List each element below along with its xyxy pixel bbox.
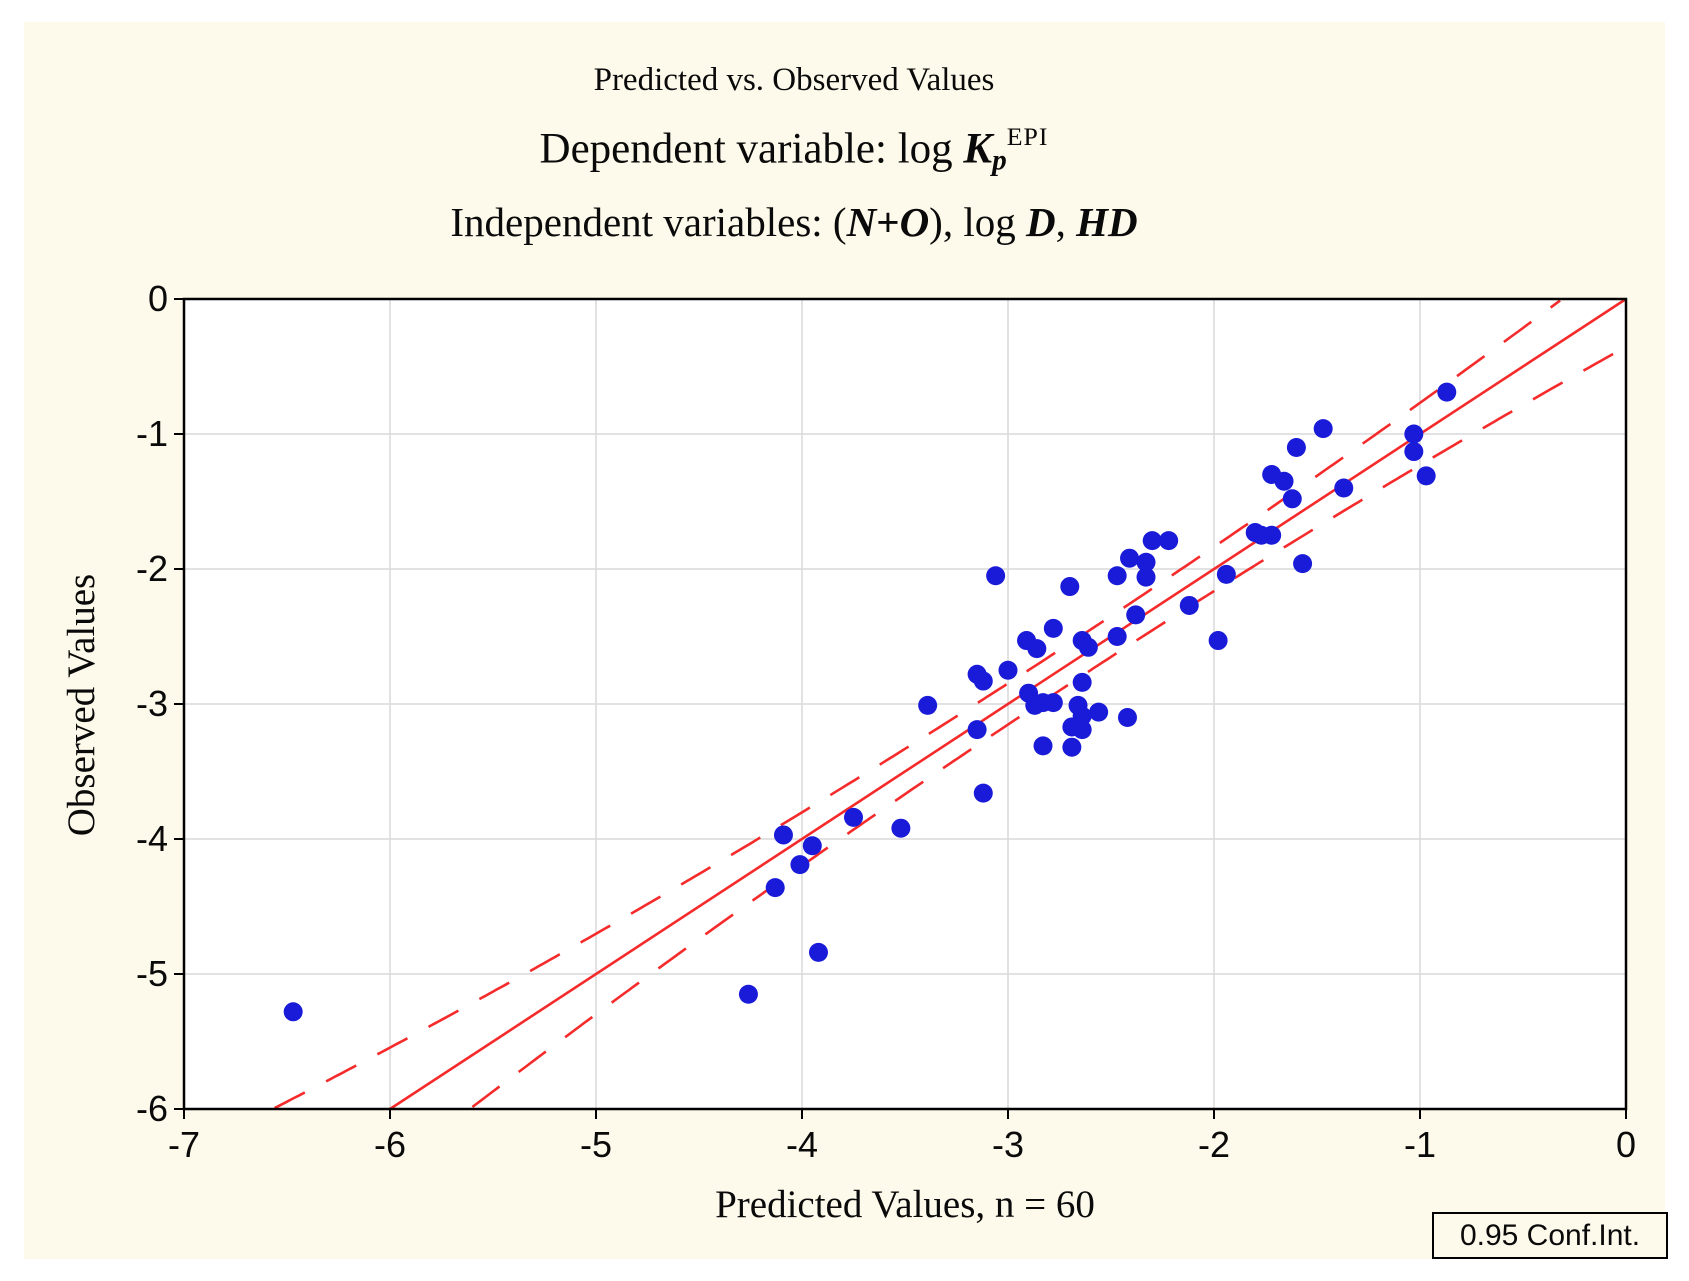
data-point [1216,564,1236,584]
title-segment: K [963,125,993,173]
title-segment: ), log [929,199,1026,245]
data-point [891,818,911,838]
y-tick-label: -6 [136,1088,168,1129]
title-segment: D [1025,199,1056,245]
data-point [1437,382,1457,402]
data-point [1089,702,1109,722]
y-tick-label: -3 [136,683,168,724]
data-point [1126,605,1146,625]
data-point [1404,442,1424,462]
data-point [1078,637,1098,657]
data-point [1072,672,1092,692]
data-point [802,836,822,856]
data-point [1274,471,1294,491]
x-tick-label: -3 [992,1124,1024,1165]
title-segment: N [846,199,877,245]
data-point [1136,552,1156,572]
x-tick-label: -4 [786,1124,818,1165]
x-tick-label: -1 [1404,1124,1436,1165]
data-point [998,660,1018,680]
chart-subtitle-dependent-variable: Dependent variable: log KpEPI [24,122,1564,178]
x-axis-title: Predicted Values, n = 60 [715,1183,1095,1226]
x-tick-label: 0 [1616,1124,1636,1165]
title-segment: EPI [1006,122,1049,151]
data-point [808,942,828,962]
x-tick-label: -5 [580,1124,612,1165]
data-point [1072,706,1092,726]
data-point [1107,566,1127,586]
data-point [1179,595,1199,615]
data-point [1136,567,1156,587]
scatter-plot-area: -7 -6 -5 -4 -3 -2 -1 00-1-2-3-4-5-6 [136,278,1636,1165]
data-point [986,566,1006,586]
data-point [973,783,993,803]
data-point [765,878,785,898]
y-axis-title: Observed Values [60,573,103,837]
data-point [1072,720,1092,740]
data-point [1208,631,1228,651]
data-point [967,720,987,740]
data-point [844,807,863,827]
data-point [1313,419,1333,439]
x-tick-label: -7 [168,1124,200,1165]
data-point [1107,627,1127,646]
data-point [1282,489,1302,509]
data-point [283,1002,303,1022]
y-tick-label: -1 [136,413,168,454]
data-point [1120,548,1140,568]
data-point [1027,639,1047,659]
title-segment: HD [1076,199,1138,245]
confidence-interval-legend-label: 0.95 Conf.Int. [1459,1218,1641,1252]
data-point [1416,466,1436,486]
data-point [1142,531,1162,551]
data-point [738,984,758,1004]
x-tick-label: -6 [374,1124,406,1165]
data-point [918,695,938,715]
y-tick-label: -5 [136,953,168,994]
data-point [1033,736,1053,756]
data-point [1262,525,1282,545]
data-point [1404,424,1424,444]
title-segment: p [992,144,1007,177]
data-point [773,825,793,845]
data-point [790,855,810,875]
title-segment: , [1055,199,1077,245]
y-tick-label: -2 [136,548,168,589]
data-point [1286,438,1306,457]
data-point [1062,737,1082,757]
chart-title: Predicted vs. Observed Values [593,62,995,98]
data-point [1334,478,1354,498]
chart-panel: Predicted vs. Observed Values Dependent … [24,22,1668,1259]
x-tick-label: -2 [1198,1124,1230,1165]
y-tick-label: -4 [136,818,168,859]
confidence-band-upper [274,299,1561,1110]
title-segment: Independent variables: ( [450,199,847,245]
title-segment: + [876,199,900,245]
title-segment: O [899,199,930,245]
y-tick-label: 0 [148,278,168,319]
data-point [1159,531,1179,551]
data-point [1293,554,1313,574]
data-point [1043,618,1063,638]
data-point [1060,577,1080,597]
data-point [967,664,987,684]
chart-subtitle-independent-variables: Independent variables: (N+O), log D, HD [24,198,1564,246]
title-segment: Dependent variable: log [539,125,964,173]
data-point [1043,693,1063,713]
confidence-interval-legend: 0.95 Conf.Int. [1432,1212,1668,1259]
data-point [1117,708,1137,727]
